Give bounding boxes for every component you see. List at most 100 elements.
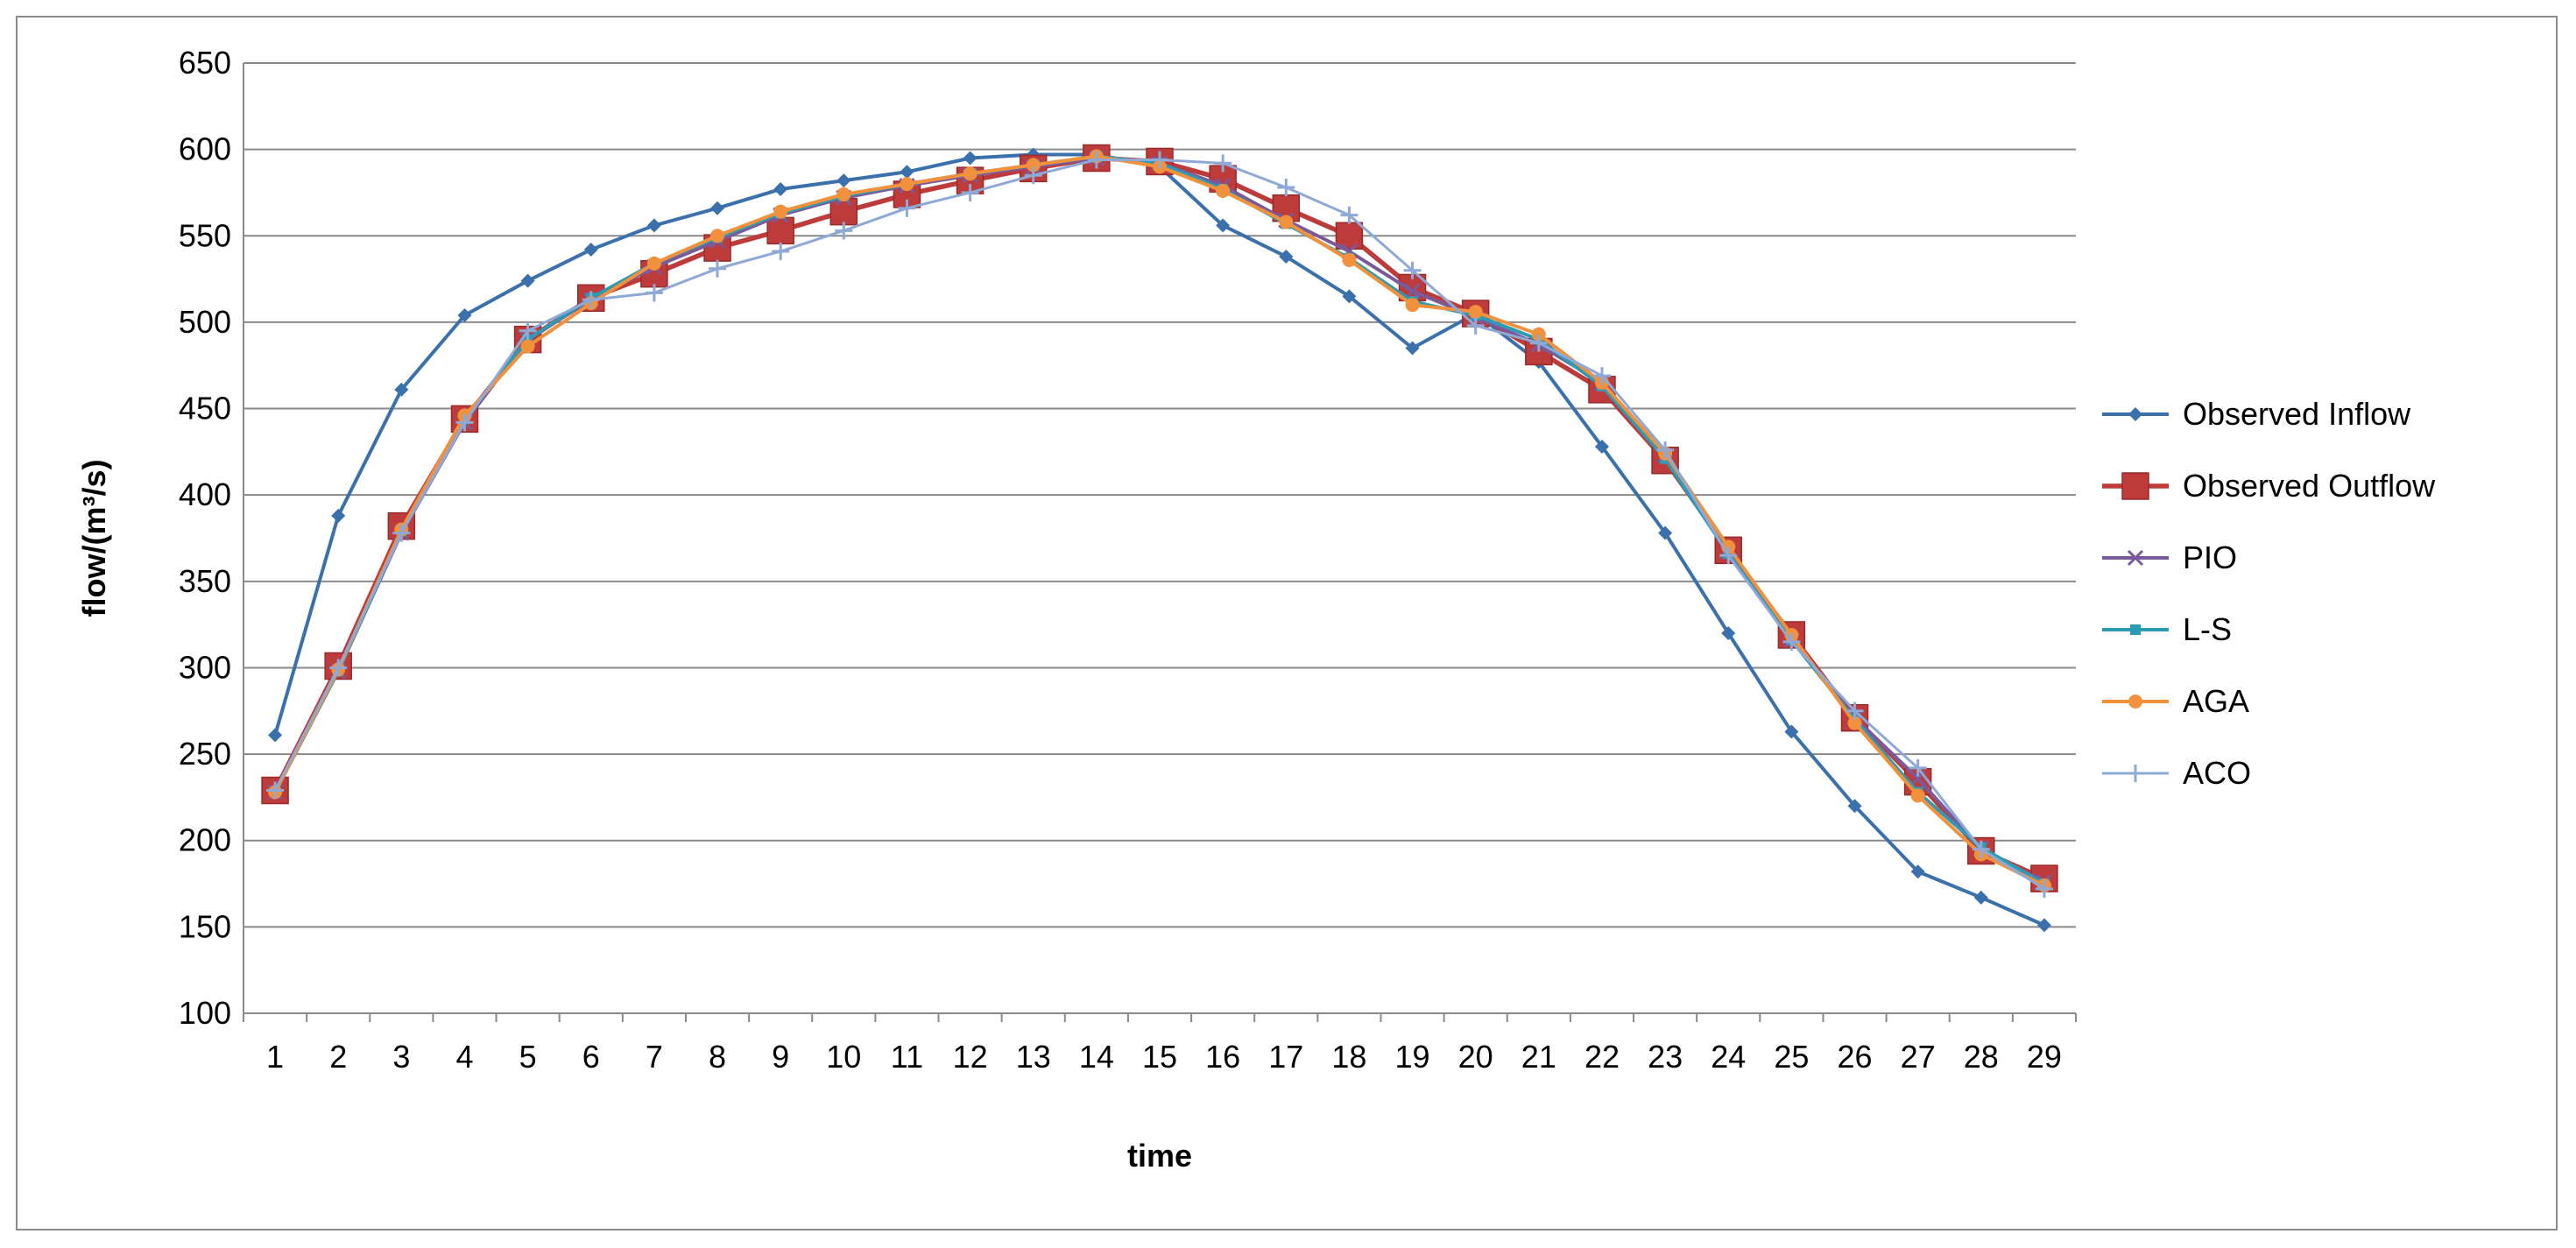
- data-point-observed-inflow: [1910, 864, 1925, 879]
- data-point-aco: [961, 183, 979, 201]
- axes: [243, 63, 2077, 1022]
- legend-swatch-marker: [2130, 624, 2141, 635]
- legend-item-observed-inflow: Observed Inflow: [2102, 396, 2411, 432]
- series-pio: [267, 150, 2052, 891]
- y-tick-label-450: 450: [179, 391, 231, 427]
- data-point-aga: [646, 256, 661, 271]
- series-lines: [261, 144, 2058, 933]
- data-point-aga: [1405, 298, 1420, 313]
- data-point-observed-inflow: [963, 151, 977, 166]
- data-point-observed-inflow: [1658, 525, 1673, 540]
- data-point-observed-inflow: [773, 182, 788, 197]
- data-point-observed-inflow: [394, 382, 409, 397]
- data-point-aga: [1026, 158, 1041, 173]
- series-line-aga: [273, 154, 2045, 887]
- x-tick-label-17: 17: [1268, 1039, 1303, 1075]
- legend-swatch-marker: [2128, 407, 2142, 421]
- x-tick-label-2: 2: [329, 1039, 347, 1075]
- data-point-observed-inflow: [457, 308, 472, 323]
- x-tick-label-18: 18: [1331, 1039, 1366, 1075]
- x-tick-label-7: 7: [646, 1039, 663, 1075]
- y-tick-label-150: 150: [179, 908, 231, 944]
- data-point-observed-inflow: [520, 273, 535, 288]
- data-point-aga: [1216, 183, 1231, 198]
- x-tick-label-15: 15: [1142, 1039, 1177, 1075]
- legend-label: L-S: [2183, 611, 2232, 647]
- legend-swatch-marker: [2128, 695, 2142, 709]
- data-point-aga: [1279, 215, 1294, 229]
- legend-item-observed-outflow: Observed Outflow: [2102, 468, 2436, 504]
- data-point-observed-inflow: [268, 728, 283, 743]
- legend-swatch-marker: [2127, 549, 2144, 567]
- data-point-observed-inflow: [900, 165, 914, 180]
- x-tick-label-4: 4: [455, 1039, 473, 1075]
- data-point-aco: [266, 781, 285, 800]
- data-point-aco: [519, 321, 537, 340]
- data-point-aga: [1468, 305, 1483, 320]
- x-tick-labels: 1 2 3 4 5 6 7 8 9 10 11 12 13 14 15 16 17 18 19 20 21 22 23 24 2…: [266, 1039, 2062, 1075]
- data-point-aco: [329, 659, 348, 677]
- series-l-s: [270, 151, 2050, 890]
- data-point-observed-inflow: [1216, 218, 1231, 233]
- y-tick-label-550: 550: [179, 217, 231, 253]
- series-line-observed-inflow: [273, 152, 2045, 927]
- x-tick-label-6: 6: [582, 1039, 600, 1075]
- data-point-observed-inflow: [583, 243, 598, 257]
- data-point-aco: [1846, 702, 1864, 720]
- series-aco: [266, 151, 2053, 898]
- data-point-aga: [710, 229, 725, 243]
- data-point-observed-inflow: [1784, 724, 1799, 739]
- x-tick-label-27: 27: [1901, 1039, 1936, 1075]
- data-point-aco: [2035, 879, 2053, 898]
- legend-item-aga: AGA: [2102, 683, 2249, 719]
- y-tick-label-500: 500: [179, 304, 231, 340]
- x-tick-label-23: 23: [1648, 1039, 1683, 1075]
- legend-swatch-marker: [2121, 472, 2149, 500]
- y-tick-label-350: 350: [179, 563, 231, 599]
- data-point-observed-inflow: [646, 218, 661, 233]
- y-tick-labels: 100 150 200 250 300 350 400 450 500 550 600 650: [179, 45, 231, 1031]
- data-point-aga: [900, 177, 914, 192]
- x-tick-label-1: 1: [266, 1039, 284, 1075]
- x-tick-label-16: 16: [1205, 1039, 1240, 1075]
- data-point-aco: [1719, 546, 1738, 565]
- data-point-aco: [772, 243, 790, 261]
- data-point-aco: [1972, 840, 1990, 858]
- data-point-aco: [582, 291, 600, 309]
- legend: Observed Inflow Observed Outflow PIO L-S AGA…: [2102, 396, 2436, 791]
- data-point-observed-inflow: [1594, 439, 1609, 454]
- data-point-observed-outflow: [1335, 222, 1364, 250]
- series-line-observed-outflow: [272, 155, 2046, 881]
- x-tick-label-12: 12: [953, 1039, 988, 1075]
- data-point-observed-inflow: [2036, 918, 2051, 933]
- x-tick-label-10: 10: [826, 1039, 861, 1075]
- data-point-observed-outflow: [829, 197, 858, 226]
- x-tick-label-8: 8: [709, 1039, 726, 1075]
- data-point-aco: [898, 199, 916, 217]
- data-point-aco: [392, 524, 411, 542]
- data-point-aco: [455, 413, 474, 432]
- legend-item-l-s: L-S: [2102, 611, 2232, 647]
- data-point-aco: [1340, 206, 1359, 224]
- y-tick-label-300: 300: [179, 649, 231, 685]
- data-point-aga: [520, 339, 535, 354]
- x-tick-label-24: 24: [1711, 1039, 1746, 1075]
- data-point-observed-inflow: [1973, 890, 1988, 905]
- x-tick-label-29: 29: [2027, 1039, 2062, 1075]
- legend-label: ACO: [2183, 755, 2251, 791]
- data-point-aga: [1847, 716, 1862, 730]
- data-point-observed-inflow: [1279, 249, 1294, 264]
- data-point-aco: [1529, 334, 1548, 352]
- data-point-observed-inflow: [836, 173, 851, 188]
- legend-label: Observed Outflow: [2183, 468, 2436, 504]
- data-point-aco: [1782, 632, 1801, 651]
- x-tick-label-3: 3: [392, 1039, 410, 1075]
- legend-item-pio: PIO: [2102, 539, 2237, 575]
- legend-item-aco: ACO: [2102, 755, 2251, 791]
- series-line-l-s: [273, 154, 2045, 885]
- legend-swatch-marker: [2127, 765, 2144, 782]
- x-tick-label-25: 25: [1774, 1039, 1809, 1075]
- x-tick-label-26: 26: [1837, 1039, 1872, 1075]
